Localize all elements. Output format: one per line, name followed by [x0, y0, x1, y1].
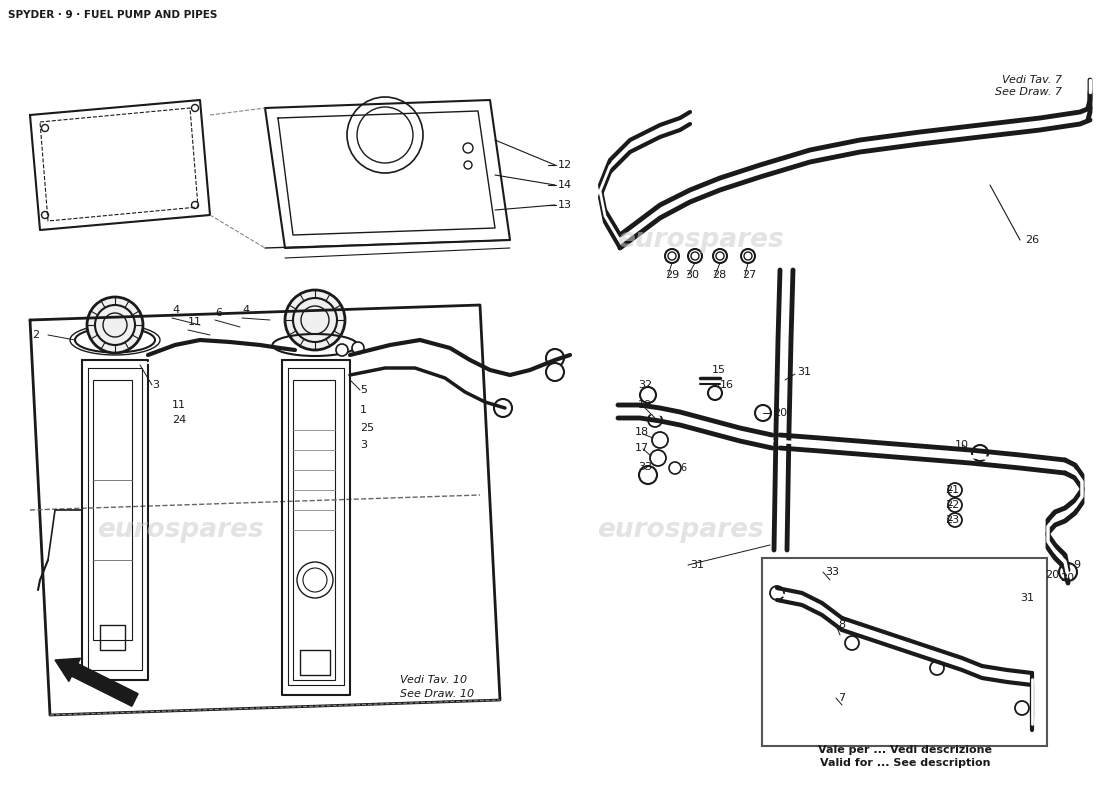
Text: 31: 31 [798, 367, 811, 377]
Text: SPYDER · 9 · FUEL PUMP AND PIPES: SPYDER · 9 · FUEL PUMP AND PIPES [8, 10, 218, 20]
Bar [762, 558, 1047, 746]
Bar [94, 380, 132, 640]
Text: 21: 21 [945, 485, 959, 495]
Circle shape [713, 249, 727, 263]
Text: Vale per ... Vedi descrizione: Vale per ... Vedi descrizione [818, 745, 992, 755]
Circle shape [948, 513, 962, 527]
Text: 8: 8 [838, 620, 845, 630]
Text: 31: 31 [690, 560, 704, 570]
Circle shape [546, 349, 564, 367]
Text: 11: 11 [188, 317, 202, 327]
Text: 11: 11 [172, 400, 186, 410]
Text: 15: 15 [712, 365, 726, 375]
Text: 24: 24 [172, 415, 186, 425]
Circle shape [845, 636, 859, 650]
Text: 7: 7 [838, 693, 845, 703]
Circle shape [688, 249, 702, 263]
Text: Valid for ... See description: Valid for ... See description [820, 758, 990, 768]
Circle shape [546, 363, 564, 381]
Text: 22: 22 [945, 500, 959, 510]
FancyArrow shape [55, 658, 139, 706]
Text: 9: 9 [1072, 560, 1080, 570]
Text: 32: 32 [638, 380, 652, 390]
Circle shape [640, 387, 656, 403]
Text: 4: 4 [172, 305, 179, 315]
Text: Vedi Tav. 10: Vedi Tav. 10 [400, 675, 468, 685]
Circle shape [87, 297, 143, 353]
Circle shape [948, 483, 962, 497]
Text: 25: 25 [360, 423, 374, 433]
Circle shape [648, 413, 662, 427]
Text: Vedi Tav. 7: Vedi Tav. 7 [1002, 75, 1062, 85]
Text: 20: 20 [1045, 570, 1059, 580]
Text: 18: 18 [635, 427, 649, 437]
Circle shape [336, 344, 348, 356]
Text: 20: 20 [773, 408, 788, 418]
Text: 6: 6 [214, 308, 222, 318]
Text: See Draw. 7: See Draw. 7 [996, 87, 1062, 97]
Text: 6: 6 [680, 463, 686, 473]
Circle shape [930, 661, 944, 675]
Text: 30: 30 [685, 270, 698, 280]
Circle shape [770, 586, 784, 600]
Circle shape [708, 386, 722, 400]
Text: 3: 3 [360, 440, 367, 450]
Text: 4: 4 [242, 305, 249, 315]
Text: 31: 31 [1020, 593, 1034, 603]
Text: 33: 33 [638, 462, 652, 472]
Text: eurospares: eurospares [617, 227, 783, 253]
Text: 5: 5 [360, 385, 367, 395]
Text: 3: 3 [152, 380, 160, 390]
Text: 17: 17 [635, 443, 649, 453]
Circle shape [972, 445, 988, 461]
Circle shape [1015, 701, 1028, 715]
Circle shape [652, 432, 668, 448]
Circle shape [285, 290, 345, 350]
Text: 20: 20 [1060, 573, 1074, 583]
Text: 2: 2 [32, 330, 40, 340]
Text: 28: 28 [712, 270, 726, 280]
Text: 26: 26 [1025, 235, 1040, 245]
Circle shape [948, 498, 962, 512]
Text: 33: 33 [825, 567, 839, 577]
Text: 23: 23 [945, 515, 959, 525]
Text: 1: 1 [360, 405, 367, 415]
Text: eurospares: eurospares [97, 517, 263, 543]
Circle shape [755, 405, 771, 421]
Text: 29: 29 [666, 270, 680, 280]
Text: 27: 27 [742, 270, 757, 280]
Text: See Draw. 10: See Draw. 10 [400, 689, 474, 699]
Text: 16: 16 [720, 380, 734, 390]
Text: 14: 14 [558, 180, 572, 190]
Circle shape [741, 249, 755, 263]
Text: 10: 10 [955, 440, 969, 450]
Text: 12: 12 [558, 160, 572, 170]
Text: eurospares: eurospares [596, 517, 763, 543]
Circle shape [650, 450, 666, 466]
Text: 19: 19 [638, 400, 652, 410]
Bar [293, 380, 336, 680]
Text: 13: 13 [558, 200, 572, 210]
Circle shape [352, 342, 364, 354]
Circle shape [639, 466, 657, 484]
Circle shape [1059, 563, 1077, 581]
Circle shape [666, 249, 679, 263]
Circle shape [669, 462, 681, 474]
Circle shape [494, 399, 512, 417]
